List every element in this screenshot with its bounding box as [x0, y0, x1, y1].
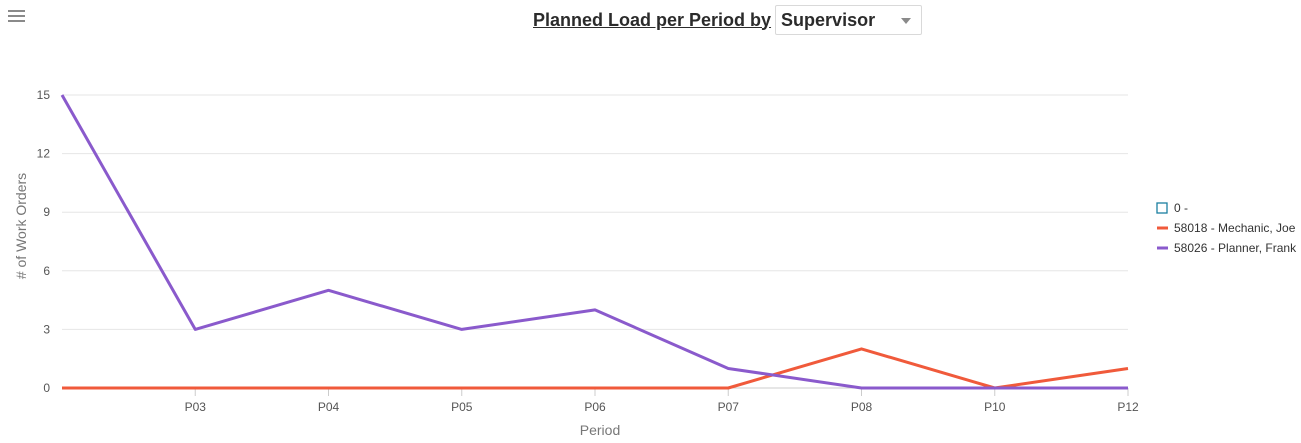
- x-tick-label: P04: [318, 400, 340, 414]
- y-tick-label: 3: [43, 322, 50, 336]
- x-tick-label: P10: [984, 400, 1006, 414]
- chart-header: Planned Load per Period by Supervisor: [533, 4, 923, 36]
- series-line-2[interactable]: [60, 94, 1128, 390]
- legend-label: 0 -: [1174, 201, 1188, 215]
- series-line-1[interactable]: [62, 347, 1129, 390]
- legend-marker: [1156, 202, 1168, 214]
- x-tick-label: P06: [584, 400, 606, 414]
- legend-label: 58026 - Planner, Frank: [1174, 241, 1297, 255]
- x-tick-label: P05: [451, 400, 473, 414]
- x-tick-label: P07: [718, 400, 740, 414]
- x-tick-label: P03: [185, 400, 207, 414]
- legend-label: 58018 - Mechanic, Joe: [1174, 221, 1296, 235]
- series-lines: [60, 94, 1129, 390]
- x-tick-label: P08: [851, 400, 873, 414]
- legend-item[interactable]: 58018 - Mechanic, Joe: [1157, 221, 1296, 235]
- y-tick-label: 0: [43, 381, 50, 395]
- y-axis-title: # of Work Orders: [13, 173, 29, 279]
- y-tick-label: 15: [37, 88, 51, 102]
- legend-item[interactable]: 0 -: [1156, 201, 1188, 215]
- legend-item[interactable]: 58026 - Planner, Frank: [1157, 241, 1297, 255]
- chart-title: Planned Load per Period by: [533, 9, 772, 30]
- x-axis-title: Period: [580, 422, 620, 438]
- y-tick-label: 9: [43, 205, 50, 219]
- gridlines: [62, 94, 1128, 389]
- group-by-select[interactable]: Supervisor: [775, 5, 923, 35]
- axes: 0 3 6 9 12 15 P03 P04 P05 P06 P07 P08 P10 P12: [37, 88, 1139, 414]
- chevron-down-icon: [901, 18, 912, 24]
- y-tick-label: 6: [43, 264, 50, 278]
- group-by-selected-value: Supervisor: [781, 9, 876, 30]
- legend: 0 - 58018 - Mechanic, Joe 58026 - Planner,…: [1156, 201, 1297, 255]
- hamburger-menu-icon[interactable]: [8, 10, 25, 22]
- x-tick-label: P12: [1117, 400, 1139, 414]
- y-tick-label: 12: [37, 147, 51, 161]
